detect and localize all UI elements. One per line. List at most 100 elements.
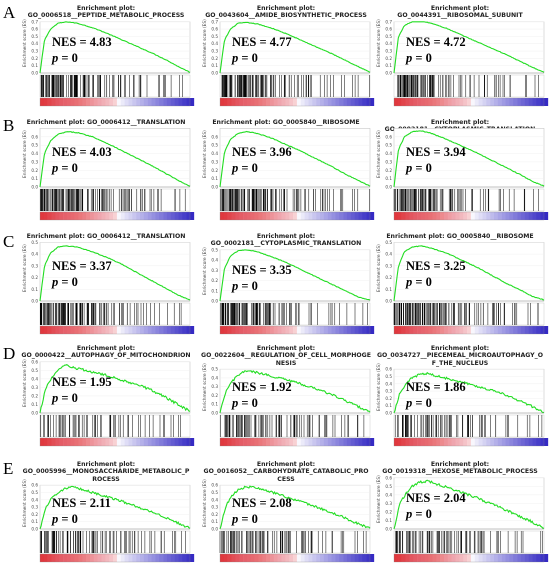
plot-title-line: GO_0016052__CARBOHYDRATE_CATABOLIC_PRO: [203, 468, 369, 476]
ranked-list-heat-cell: [343, 326, 348, 334]
nes-label: NES = 3.94: [406, 145, 466, 159]
ranked-list-heat-cell: [478, 326, 483, 334]
y-tick-label: 0.6: [31, 27, 38, 32]
ranked-list-heat-cell: [143, 438, 148, 446]
ranked-list-heat-cell: [463, 98, 468, 106]
ranked-list-heat-cell: [250, 212, 255, 220]
p-value: = 0: [412, 51, 432, 66]
y-tick-label: 0.7: [31, 19, 38, 24]
ranked-list-heat-cell: [486, 98, 491, 106]
ranked-list-heat-cell: [536, 212, 541, 220]
ranked-list-heat-cell: [93, 554, 98, 562]
ranked-list-heat-cell: [544, 326, 549, 334]
ranked-list-heat-cell: [513, 326, 518, 334]
y-tick-label: 0.2: [211, 168, 218, 173]
nes-label: NES = 1.92: [232, 380, 292, 394]
y-tick-label: 0.1: [211, 519, 218, 524]
ranked-list-heat-cell: [90, 212, 95, 220]
y-tick-label: 0.4: [211, 151, 218, 156]
enrichment-plot-panel: Enrichment plot: GO_0006518__PEPTIDE_META…: [18, 5, 195, 107]
nes-label: NES = 3.25: [406, 259, 466, 273]
ranked-list-heat-cell: [258, 438, 263, 446]
ranked-list-heat-cell: [463, 212, 468, 220]
p-value-label: p = 0: [52, 275, 78, 289]
ranked-list-heat-cell: [97, 554, 102, 562]
ranked-list-heat-cell: [266, 438, 271, 446]
enrichment-plot-panel: Enrichment plot: GO_0005840__RIBOSOME 0.5…: [372, 233, 549, 335]
ranked-list-heat-cell: [182, 212, 187, 220]
plot-title-line: ROCESS: [92, 475, 120, 483]
ranked-list-heat-cell: [250, 326, 255, 334]
p-value: = 0: [58, 275, 78, 289]
ranked-list-heat-cell: [109, 326, 114, 334]
ranked-list-heat-cell: [420, 554, 426, 562]
heat-strip-frame: [219, 211, 371, 221]
y-axis-label: Enrichment score (ES): [23, 359, 28, 408]
ranked-list-heat-cell: [170, 554, 175, 562]
nes-prefix: NES =: [232, 263, 270, 278]
nes-value: 1.95: [89, 375, 112, 390]
nes-label: NES = 1.95: [52, 375, 112, 389]
ranked-list-heat-cell: [339, 98, 344, 106]
enrichment-plot-panel: Enrichment plot: GO_0016052__CARBOHYDRATE…: [198, 461, 375, 563]
ranked-list-heat-cell: [47, 438, 52, 446]
es-curve: [39, 485, 191, 530]
nes-value: 3.94: [443, 145, 466, 159]
ranked-list-heat-cell: [132, 554, 137, 562]
plot-title: Enrichment plot: GO_0034727__PIECEMEAL_MI…: [372, 345, 548, 367]
ranked-list-heat-cell: [147, 326, 152, 334]
heat-strip-frame: [393, 97, 545, 107]
ranked-list-heat-cell: [401, 326, 406, 334]
p-value: = 0: [58, 161, 78, 175]
nes-value: 3.37: [89, 259, 112, 273]
nes-prefix: NES =: [52, 259, 90, 273]
ranked-list-heat-cell: [417, 554, 422, 562]
ranked-list-heat-cell: [459, 438, 464, 446]
y-axis-label: Enrichment score (ES): [203, 479, 208, 528]
enrichment-plot-svg: 0.7 0.6 0.5 0.4 0.3 0.2 0.1 0.0: [385, 19, 549, 107]
heat-strip-frame: [393, 325, 545, 335]
ranked-list-heat-cell: [300, 98, 305, 106]
ranked-list-heat-cell: [93, 438, 98, 446]
ranked-list-heat-cell: [227, 554, 232, 562]
ranked-list-heat-cell: [51, 554, 56, 562]
heat-strip-frame: [219, 437, 371, 447]
ranked-list-heat-cell: [143, 326, 148, 334]
y-tick-label: 0.5: [385, 34, 392, 39]
ranked-list-heat-cell: [178, 554, 183, 562]
ranked-list-heat-cell: [281, 98, 286, 106]
y-tick-label: 0.3: [385, 49, 392, 54]
ranked-list-heat-cell: [432, 554, 437, 562]
y-axis-label: Enrichment score (ES): [23, 129, 28, 178]
p-value-label: p = 0: [232, 279, 258, 293]
p-symbol: p: [232, 279, 239, 294]
p-symbol: p: [232, 511, 239, 526]
ranked-list-heat-cell: [358, 438, 363, 446]
ranked-list-heat-cell: [243, 554, 248, 562]
nes-prefix: NES =: [406, 145, 444, 159]
plot-title: Enrichment plot: GO_0006412__TRANSLATION: [18, 119, 194, 126]
ranked-list-heat-cell: [166, 438, 172, 446]
ranked-list-heat-cell: [459, 326, 464, 334]
ranked-list-heat-cell: [444, 212, 449, 220]
ranked-list-heat-cell: [451, 438, 456, 446]
ranked-list-heat-cell: [459, 554, 464, 562]
ranked-list-heat-cell: [397, 438, 402, 446]
ranked-list-heat-cell: [316, 326, 321, 334]
ranked-list-heat-cell: [136, 326, 141, 334]
plot-area-frame: [393, 242, 545, 302]
ranked-list-heat-cell: [43, 98, 48, 106]
es-curve: [219, 21, 371, 74]
ranked-list-heat-cell: [40, 326, 45, 334]
ranked-list-heat-cell: [273, 212, 278, 220]
ranked-list-heat-cell: [47, 212, 52, 220]
ranked-list-heat-cell: [467, 554, 472, 562]
ranked-list-heat-cell: [420, 438, 426, 446]
ranked-list-heat-cell: [266, 554, 271, 562]
y-tick-label: 0.2: [211, 278, 218, 283]
es-curve: [219, 485, 371, 530]
ranked-list-heat-cell: [320, 554, 325, 562]
ranked-list-heat-cell: [246, 438, 252, 446]
ranked-list-heat-cell: [163, 326, 168, 334]
p-value: = 0: [238, 279, 258, 294]
